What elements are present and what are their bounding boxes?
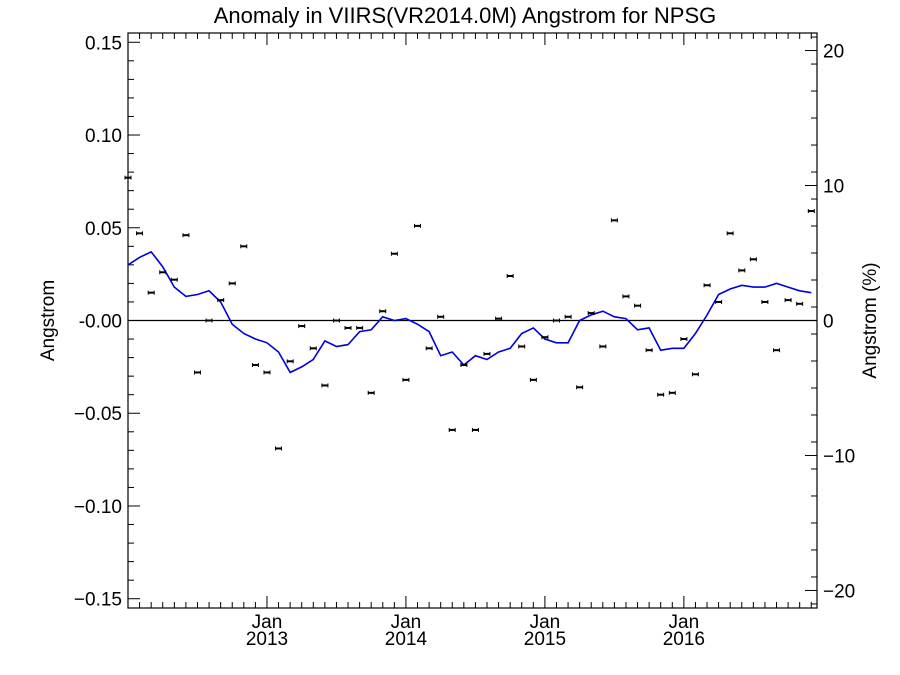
data-point — [437, 314, 445, 319]
data-point — [251, 363, 259, 368]
x-tick-label-year: 2013 — [246, 629, 288, 650]
data-point — [193, 370, 201, 375]
x-tick-label-month: Jan — [252, 612, 283, 633]
data-point — [529, 377, 537, 382]
y-axis-label: Angstrom — [38, 280, 59, 361]
data-point — [356, 325, 364, 330]
data-point — [738, 268, 746, 273]
y2-axis-label: Angstrom (%) — [860, 262, 881, 378]
data-point — [413, 223, 421, 228]
data-point — [761, 299, 769, 304]
data-point — [147, 290, 155, 295]
y-tick-label: 0.05 — [85, 219, 122, 240]
y-tick-label: 0.10 — [85, 126, 122, 147]
data-point — [622, 294, 630, 299]
x-tick-label-month: Jan — [530, 612, 561, 633]
x-tick-label-month: Jan — [669, 612, 700, 633]
x-tick-label-year: 2015 — [524, 629, 566, 650]
data-point — [680, 337, 688, 342]
data-point — [228, 281, 236, 286]
data-point — [217, 298, 225, 303]
data-point — [170, 277, 178, 282]
y-axis-ticks: 0.15 0.10 0.05 -0.00 −0.05 −0.10 −0.15 — [74, 33, 140, 611]
data-point — [599, 344, 607, 349]
x-tick-label-year: 2016 — [663, 629, 705, 650]
data-point — [205, 318, 213, 323]
data-point — [552, 318, 560, 323]
data-point — [495, 316, 503, 321]
y2-tick-label: −20 — [823, 581, 855, 602]
x-tick-label-year: 2014 — [385, 629, 428, 650]
data-point — [263, 370, 271, 375]
data-point — [471, 427, 479, 432]
data-point — [309, 346, 317, 351]
data-point — [564, 314, 572, 319]
y-tick-label: 0.15 — [85, 33, 122, 54]
data-point — [703, 283, 711, 288]
data-point — [402, 377, 410, 382]
y-tick-label: −0.05 — [74, 404, 122, 425]
data-point — [691, 372, 699, 377]
y-tick-label: −0.10 — [74, 497, 122, 518]
y2-tick-label: −10 — [823, 446, 855, 467]
data-point — [275, 446, 283, 451]
data-point — [379, 309, 387, 314]
y2-tick-label: 10 — [823, 177, 844, 198]
data-point — [610, 218, 618, 223]
data-point — [773, 348, 781, 353]
data-point — [807, 209, 815, 214]
data-point — [448, 427, 456, 432]
data-point — [159, 270, 167, 275]
monthly-anomaly-points — [124, 175, 815, 451]
data-point — [506, 273, 514, 278]
data-point — [668, 390, 676, 395]
data-point — [796, 301, 804, 306]
data-point — [136, 231, 144, 236]
running-mean-path — [127, 250, 812, 374]
data-point — [367, 390, 375, 395]
running-mean-line — [127, 250, 812, 374]
data-point — [344, 325, 352, 330]
data-point — [460, 363, 468, 368]
y-tick-label: -0.00 — [79, 312, 122, 333]
data-point — [657, 392, 665, 397]
data-point — [518, 344, 526, 349]
data-point — [749, 257, 757, 262]
data-point — [321, 383, 329, 388]
data-point — [124, 175, 132, 180]
y2-tick-label: 0 — [823, 312, 834, 333]
data-point — [634, 303, 642, 308]
data-point — [587, 311, 595, 316]
data-point — [298, 324, 306, 329]
chart-title: Anomaly in VIIRS(VR2014.0M) Angstrom for… — [214, 3, 717, 28]
data-point — [726, 231, 734, 236]
y2-tick-label: 20 — [823, 42, 844, 63]
data-point — [715, 299, 723, 304]
data-point — [286, 359, 294, 364]
data-point — [390, 251, 398, 256]
data-point — [645, 348, 653, 353]
data-point — [541, 335, 549, 340]
x-tick-label-month: Jan — [391, 612, 422, 633]
data-point — [483, 351, 491, 356]
y-tick-label: −0.15 — [74, 590, 122, 611]
data-point — [784, 298, 792, 303]
data-point — [576, 385, 584, 390]
data-point — [425, 346, 433, 351]
data-point — [332, 318, 340, 323]
data-point — [240, 244, 248, 249]
data-point — [182, 233, 190, 238]
